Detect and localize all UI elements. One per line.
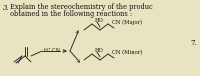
Text: CN (Major): CN (Major) [112, 20, 142, 25]
Text: 7.: 7. [190, 39, 197, 47]
Text: HO: HO [95, 48, 104, 53]
Text: CN (Minor): CN (Minor) [112, 50, 142, 55]
Text: obtained in the following reactions :: obtained in the following reactions : [10, 10, 132, 18]
Text: 3.: 3. [3, 4, 10, 12]
Text: Explain the stereochemistry of the produc: Explain the stereochemistry of the produ… [10, 3, 153, 11]
Text: $\mathsf{H^+CN}$: $\mathsf{H^+CN}$ [43, 47, 61, 55]
Text: HO: HO [95, 18, 104, 23]
